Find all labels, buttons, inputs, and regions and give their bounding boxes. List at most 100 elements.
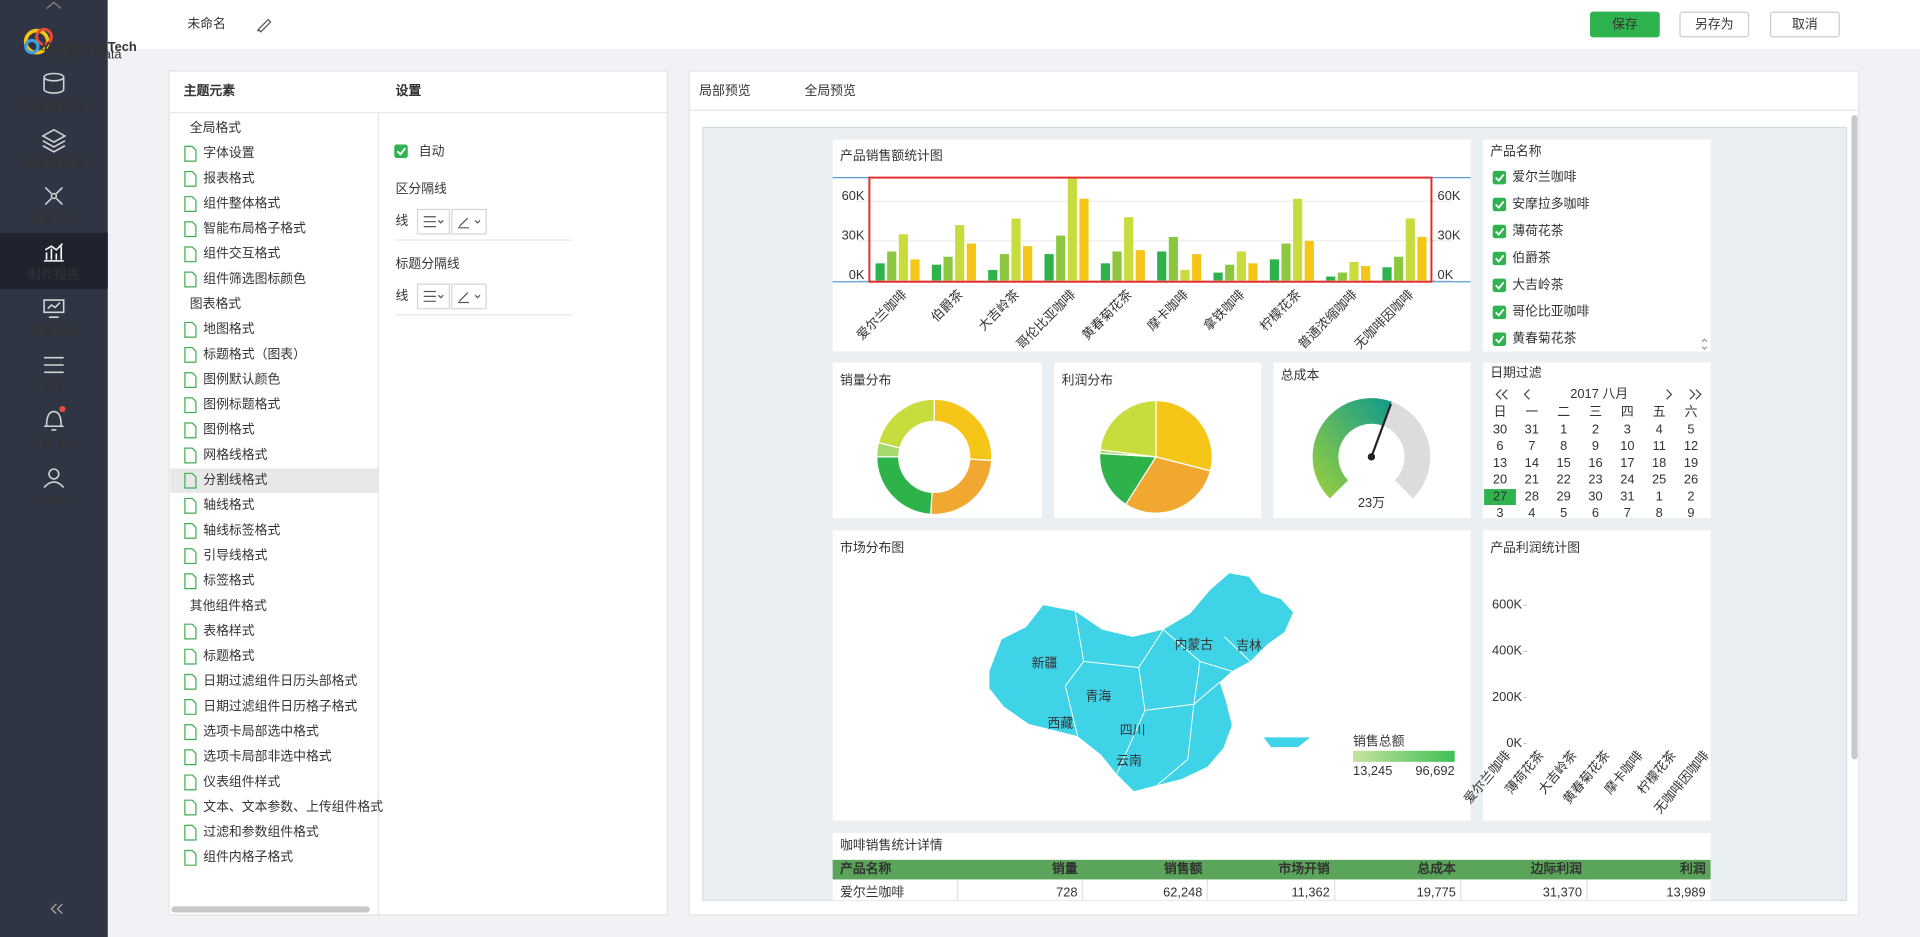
checkbox[interactable] <box>1492 332 1507 347</box>
day[interactable]: 8 <box>1560 438 1567 453</box>
dropdown[interactable] <box>451 208 487 235</box>
sidebar-icon[interactable] <box>41 128 67 153</box>
list-item[interactable]: 标题格式 <box>203 648 255 663</box>
day[interactable]: 16 <box>1588 455 1602 470</box>
list-item[interactable]: 引导线格式 <box>203 547 267 562</box>
list-item[interactable]: 组件内格子格式 <box>203 849 293 864</box>
filter-item[interactable]: 爱尔兰咖啡 <box>1512 169 1576 184</box>
sidebar-label[interactable]: 更多 <box>41 380 67 395</box>
sidebar-icon[interactable] <box>44 243 64 262</box>
list-item[interactable]: 选项卡局部非选中格式 <box>203 749 332 764</box>
checkbox[interactable] <box>394 144 408 159</box>
list-item[interactable]: 字体设置 <box>203 145 255 160</box>
checkbox[interactable] <box>1492 224 1507 239</box>
nav[interactable] <box>1495 389 1702 400</box>
list-item[interactable]: 标签格式 <box>203 573 255 588</box>
list-item[interactable]: 图例标题格式 <box>203 397 280 412</box>
list-item[interactable]: 日期过滤组件日历格子格式 <box>203 698 357 713</box>
button[interactable] <box>1590 11 1660 38</box>
day[interactable]: 17 <box>1620 455 1634 470</box>
day[interactable]: 7 <box>1624 505 1631 520</box>
scrollbar[interactable] <box>171 906 370 913</box>
sidebar-label[interactable]: 创建数据集 <box>22 154 86 169</box>
sidebar-label[interactable]: 查看报告 <box>28 323 80 338</box>
day[interactable]: 26 <box>1684 472 1698 487</box>
sidebar-label[interactable]: 添加数据源 <box>22 98 86 113</box>
sidebar-icon[interactable] <box>44 356 64 374</box>
list-item[interactable]: 选项卡局部选中格式 <box>203 723 319 738</box>
checkbox[interactable] <box>1492 305 1507 320</box>
list-item[interactable]: 地图格式 <box>203 321 255 336</box>
list-item[interactable]: 仪表组件样式 <box>203 774 280 789</box>
day[interactable]: 3 <box>1496 505 1503 520</box>
checkbox[interactable] <box>1492 251 1507 266</box>
filter-item[interactable]: 黄春菊花茶 <box>1512 331 1576 346</box>
filter-item[interactable]: 安摩拉多咖啡 <box>1512 196 1589 211</box>
day[interactable]: 25 <box>1652 472 1666 487</box>
day[interactable]: 29 <box>1557 488 1571 503</box>
day[interactable]: 22 <box>1557 472 1571 487</box>
filter-item[interactable]: 伯爵茶 <box>1512 250 1551 265</box>
day[interactable]: 19 <box>1684 455 1698 470</box>
day[interactable]: 2 <box>1592 421 1599 436</box>
day[interactable]: 14 <box>1525 455 1539 470</box>
button-label[interactable]: 另存为 <box>1695 16 1734 31</box>
sidebar-icon[interactable] <box>43 72 65 94</box>
sidebar-icon[interactable] <box>43 299 65 319</box>
day[interactable]: 30 <box>1493 421 1507 436</box>
list-item[interactable]: 组件整体格式 <box>203 195 280 210</box>
list-item[interactable]: 智能布局格子格式 <box>203 221 306 236</box>
list-item[interactable]: 标题格式（图表） <box>203 346 306 361</box>
day[interactable]: 7 <box>1528 438 1535 453</box>
day[interactable]: 1 <box>1656 488 1663 503</box>
day[interactable]: 13 <box>1493 455 1507 470</box>
list-item[interactable]: 组件交互格式 <box>203 246 280 261</box>
scrollbar[interactable] <box>1851 115 1858 760</box>
day[interactable]: 6 <box>1592 505 1599 520</box>
day[interactable]: 31 <box>1525 421 1539 436</box>
day[interactable]: 2 <box>1687 488 1694 503</box>
list-item[interactable]: 网格线格式 <box>203 447 267 462</box>
day[interactable]: 15 <box>1557 455 1571 470</box>
list-item[interactable]: 分割线格式 <box>203 472 267 487</box>
day[interactable]: 30 <box>1588 488 1602 503</box>
filter-item[interactable]: 薄荷花茶 <box>1512 223 1564 238</box>
checkbox[interactable] <box>1492 197 1507 212</box>
day[interactable]: 21 <box>1525 472 1539 487</box>
tab[interactable]: 局部预览 <box>699 83 751 98</box>
day[interactable]: 27 <box>1493 488 1507 503</box>
day[interactable]: 12 <box>1684 438 1698 453</box>
list-item[interactable]: 图例默认颜色 <box>203 371 280 386</box>
sidebar-icon[interactable] <box>44 186 64 206</box>
list-item[interactable]: 报表格式 <box>203 170 255 185</box>
checkbox[interactable] <box>1492 278 1507 293</box>
tab-active[interactable]: 全局预览 <box>804 83 856 98</box>
day[interactable]: 8 <box>1656 505 1663 520</box>
day[interactable]: 10 <box>1620 438 1634 453</box>
sidebar-label[interactable]: 深度分析 <box>28 211 80 226</box>
list-item[interactable]: 组件筛选图标颜色 <box>203 271 306 286</box>
day[interactable]: 5 <box>1687 421 1694 436</box>
day[interactable]: 11 <box>1653 438 1666 453</box>
list-item[interactable]: 轴线格式 <box>203 497 255 512</box>
sidebar-label[interactable]: 消息中心 <box>28 436 80 451</box>
day[interactable]: 24 <box>1620 472 1634 487</box>
day[interactable]: 3 <box>1624 421 1631 436</box>
checkbox[interactable] <box>1492 170 1507 185</box>
list-item[interactable]: 过滤和参数组件格式 <box>203 824 319 839</box>
scroll-arrows[interactable] <box>1701 338 1708 350</box>
collapse-icon[interactable] <box>50 903 63 915</box>
button-label[interactable]: 取消 <box>1792 16 1818 31</box>
list-item[interactable]: 表格样式 <box>203 623 255 638</box>
list-item[interactable]: 文本、文本参数、上传组件格式 <box>203 799 383 814</box>
day[interactable]: 9 <box>1687 505 1694 520</box>
day[interactable]: 9 <box>1592 438 1599 453</box>
filter-item[interactable]: 大吉岭茶 <box>1512 277 1564 292</box>
sidebar-label[interactable]: 制作报告 <box>28 267 80 282</box>
day[interactable]: 31 <box>1620 488 1634 503</box>
sidebar-label[interactable]: admin <box>36 492 71 507</box>
day[interactable]: 1 <box>1560 421 1567 436</box>
button[interactable] <box>1679 11 1750 38</box>
dropdown[interactable] <box>451 283 487 310</box>
day[interactable]: 6 <box>1496 438 1503 453</box>
